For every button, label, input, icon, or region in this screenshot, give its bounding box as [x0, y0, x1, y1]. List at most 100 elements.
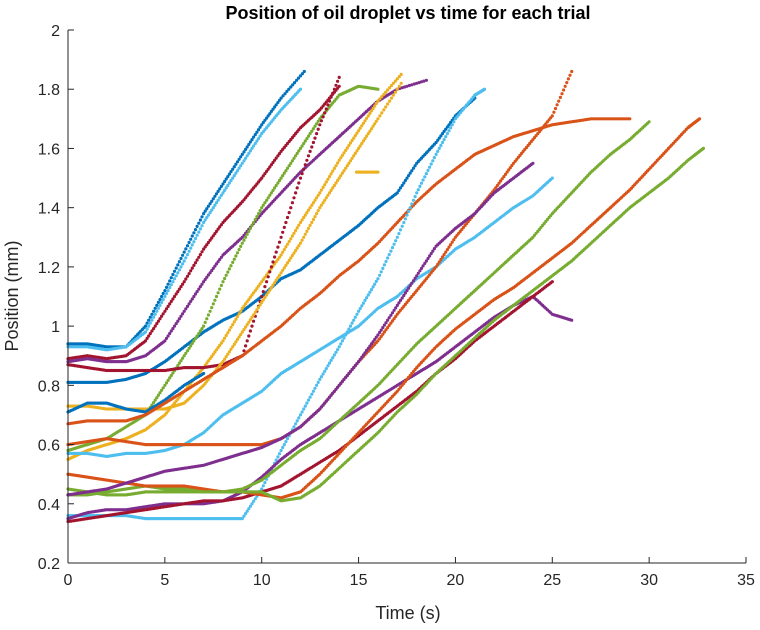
data-point	[332, 183, 336, 188]
data-point	[399, 72, 403, 76]
data-point	[184, 351, 188, 355]
data-point	[256, 212, 261, 216]
data-point	[329, 172, 333, 176]
data-point	[150, 312, 154, 316]
data-point	[323, 183, 327, 187]
data-point	[168, 376, 172, 380]
data-point	[402, 181, 406, 185]
data-point	[184, 256, 188, 260]
data-point	[342, 336, 346, 340]
data-point	[562, 88, 566, 92]
data-point	[432, 156, 436, 160]
data-point	[379, 334, 383, 339]
data-point	[213, 350, 217, 354]
data-point	[224, 186, 228, 190]
data-point	[143, 339, 148, 343]
data-point	[245, 323, 249, 327]
data-point	[176, 319, 180, 323]
data-point	[266, 196, 270, 200]
data-point	[357, 129, 361, 133]
data-point	[397, 188, 401, 192]
data-point	[210, 208, 214, 212]
data-point	[305, 229, 309, 233]
data-point	[181, 312, 185, 316]
data-point	[374, 335, 378, 339]
data-point	[701, 146, 706, 150]
data-point	[261, 298, 265, 302]
data-point	[276, 455, 280, 459]
data-point	[292, 196, 296, 200]
data-point	[405, 176, 409, 180]
data-point	[316, 193, 320, 197]
data-point	[203, 245, 207, 249]
data-point	[347, 143, 351, 148]
data-point	[277, 255, 282, 259]
data-point	[210, 269, 214, 273]
data-point	[197, 331, 201, 336]
data-point	[202, 212, 206, 216]
data-point	[205, 215, 209, 220]
data-point	[390, 319, 395, 323]
data-point	[352, 318, 356, 322]
series-20	[66, 161, 535, 497]
data-point	[298, 74, 303, 78]
data-point	[306, 226, 311, 230]
data-point	[326, 193, 330, 197]
data-point	[386, 102, 390, 106]
data-point	[368, 344, 372, 348]
data-point	[279, 176, 283, 180]
data-point	[181, 262, 185, 266]
data-point	[240, 161, 244, 165]
data-point	[279, 271, 283, 275]
data-point	[189, 237, 193, 241]
data-point	[389, 83, 394, 88]
data-point	[147, 324, 151, 328]
data-point	[300, 72, 304, 76]
data-point	[156, 393, 160, 397]
data-point	[368, 290, 372, 294]
data-point	[345, 146, 349, 150]
data-point	[495, 183, 499, 188]
data-point	[300, 218, 304, 222]
data-point	[276, 257, 280, 262]
data-point	[287, 164, 291, 168]
data-point	[190, 234, 194, 238]
data-point	[187, 240, 191, 245]
data-point	[308, 132, 312, 136]
data-point	[315, 212, 319, 216]
data-point	[200, 224, 204, 228]
data-point	[248, 149, 252, 153]
data-point	[560, 92, 564, 96]
data-point	[305, 401, 309, 405]
data-point	[258, 134, 262, 138]
data-point	[369, 109, 374, 113]
data-point	[353, 151, 357, 155]
data-point	[358, 126, 362, 130]
data-point	[395, 87, 399, 91]
data-point	[177, 260, 181, 264]
data-point	[319, 188, 323, 192]
data-point	[424, 172, 428, 176]
data-point	[185, 349, 190, 353]
data-point	[213, 298, 217, 302]
data-point	[289, 256, 293, 260]
data-point	[436, 262, 440, 266]
data-point	[392, 317, 396, 321]
data-point	[403, 178, 407, 183]
data-point	[265, 280, 269, 284]
data-point	[429, 162, 433, 166]
data-point	[250, 223, 254, 227]
data-point	[226, 175, 230, 179]
data-point	[237, 248, 241, 252]
data-point	[445, 248, 449, 252]
data-point	[389, 321, 393, 325]
data-point	[226, 331, 230, 335]
data-point	[393, 90, 397, 94]
data-point	[216, 346, 220, 350]
data-point	[240, 241, 244, 245]
data-point	[563, 84, 567, 88]
data-points	[66, 69, 706, 524]
data-point	[171, 280, 175, 284]
data-point	[193, 236, 198, 241]
data-point	[155, 309, 159, 313]
